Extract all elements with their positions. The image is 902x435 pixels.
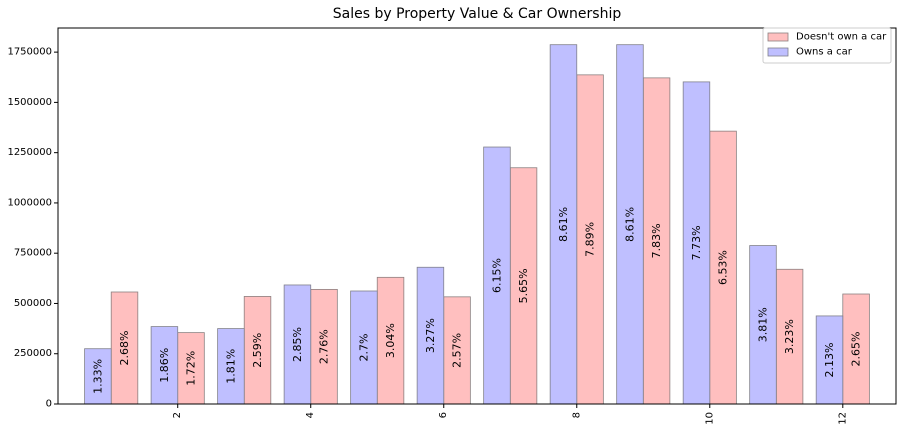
bar xyxy=(842,293,870,405)
x-tick-label: 2 xyxy=(172,412,183,418)
bar-label: 7.83% xyxy=(650,223,663,258)
bar xyxy=(775,268,804,405)
legend-label-owns-car: Owns a car xyxy=(796,47,853,58)
bar xyxy=(549,44,578,405)
bar-label: 2.65% xyxy=(850,332,863,367)
y-tick-label: 250000 xyxy=(14,348,52,359)
bar-label: 7.73% xyxy=(690,225,703,260)
bar-label: 3.23% xyxy=(783,319,796,354)
bar xyxy=(483,146,511,405)
x-tick-label: 10 xyxy=(704,412,715,425)
bar xyxy=(350,290,378,405)
bar xyxy=(110,291,139,405)
legend-box xyxy=(762,27,892,64)
bar xyxy=(310,288,338,405)
bar-label: 2.68% xyxy=(118,331,131,366)
x-tick-label: 6 xyxy=(438,412,449,418)
x-tick-label: 12 xyxy=(837,412,848,425)
bar-label: 1.81% xyxy=(224,349,237,384)
bar-label: 1.33% xyxy=(91,359,104,394)
bar xyxy=(749,245,777,405)
y-tick-label: 1250000 xyxy=(7,147,52,158)
legend-label-doesnt-own-car: Doesn't own a car xyxy=(796,32,887,43)
plot-frame xyxy=(57,27,897,405)
bar-label: 2.7% xyxy=(357,334,370,362)
bar-label: 3.81% xyxy=(756,307,769,342)
legend-swatch-doesnt-own-car xyxy=(767,32,789,42)
bar-label: 3.04% xyxy=(384,323,397,358)
y-tick-label: 500000 xyxy=(14,298,52,309)
bar-label: 2.13% xyxy=(823,342,836,377)
bar-labels-group: 2.68% 1.72% 2.59% 2.76% 3.04% 2.57% 5.65% 7.89%… xyxy=(91,207,862,394)
bar-label: 1.86% xyxy=(158,348,171,383)
bar-label: 6.53% xyxy=(717,250,730,285)
bars-group xyxy=(84,44,870,405)
y-tick-label: 1500000 xyxy=(7,97,52,108)
bar xyxy=(682,81,711,405)
bar-label: 5.65% xyxy=(517,268,530,303)
x-axis: 2 4 6 8 10 12 xyxy=(172,404,848,425)
bar-label: 6.15% xyxy=(490,258,503,293)
y-tick-label: 750000 xyxy=(14,248,52,259)
x-tick-label: 8 xyxy=(571,412,582,418)
bar-label: 2.59% xyxy=(251,333,264,368)
chart-title: Sales by Property Value & Car Ownership xyxy=(333,6,622,22)
y-tick-label: 1750000 xyxy=(7,47,52,58)
bar-label: 2.76% xyxy=(318,329,331,364)
bar xyxy=(283,284,312,405)
bar-label: 1.72% xyxy=(185,351,198,386)
bar xyxy=(177,332,205,405)
bar-label: 8.61% xyxy=(623,207,636,242)
bar xyxy=(815,315,844,405)
bar xyxy=(416,266,445,405)
y-axis: 0 250000 500000 750000 1000000 1250000 1500000… xyxy=(7,47,58,410)
bar xyxy=(616,44,644,405)
legend-swatch-owns-car xyxy=(767,47,789,57)
y-tick-label: 0 xyxy=(46,399,52,410)
bar-label: 3.27% xyxy=(424,318,437,353)
y-tick-label: 1000000 xyxy=(7,197,52,208)
bar-label: 2.57% xyxy=(451,333,464,368)
bar xyxy=(150,326,179,405)
legend: Doesn't own a car Owns a car xyxy=(762,27,892,64)
bar-label: 2.85% xyxy=(291,327,304,362)
x-tick-label: 4 xyxy=(305,412,316,418)
bar-label: 8.61% xyxy=(557,207,570,242)
bar xyxy=(709,130,737,405)
bar xyxy=(243,296,272,405)
bar-label: 7.89% xyxy=(584,222,597,257)
